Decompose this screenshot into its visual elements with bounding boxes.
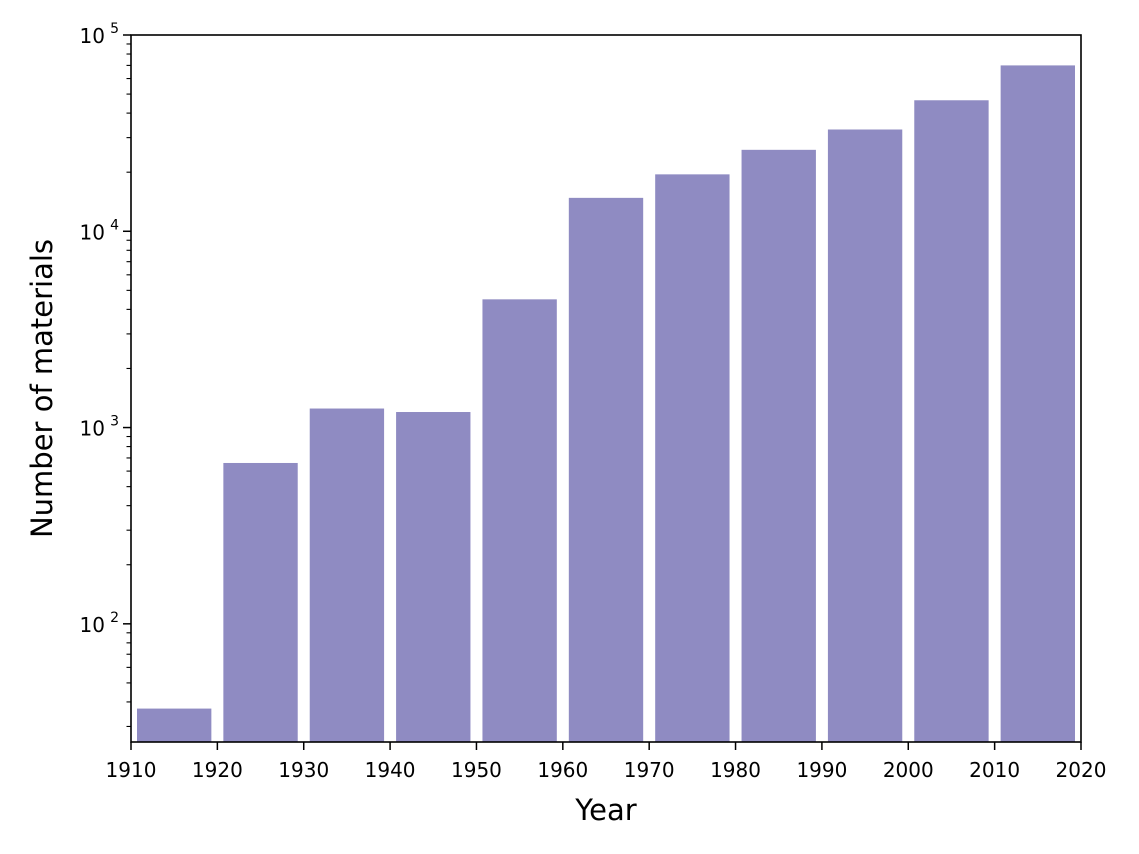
bar-1980s — [741, 149, 816, 742]
bar-1930s — [309, 408, 385, 742]
y-tick-exponent: 4 — [110, 217, 119, 233]
x-tick-label: 1960 — [537, 758, 588, 782]
x-tick-label: 1930 — [278, 758, 329, 782]
bar-1960s — [568, 197, 644, 743]
y-major-ticks: 10 2 10 3 10 4 10 5 — [80, 21, 131, 637]
bar-1950s — [482, 299, 557, 742]
x-tick-label: 1920 — [192, 758, 243, 782]
x-tick-label: 1990 — [796, 758, 847, 782]
x-tick-label: 1950 — [451, 758, 502, 782]
bars-group — [137, 65, 1075, 743]
y-tick-label: 10 — [80, 220, 105, 244]
bar-1910s — [137, 708, 212, 742]
x-tick-label: 1970 — [624, 758, 675, 782]
bar-1970s — [655, 174, 730, 743]
plot-frame — [130, 34, 1082, 743]
x-ticks: 1910 1920 1930 1940 1950 1960 1970 1980 1990 2000… — [106, 742, 1107, 782]
y-tick-exponent: 5 — [110, 21, 119, 37]
x-tick-label: 2020 — [1056, 758, 1107, 782]
bar-2000s — [914, 100, 989, 742]
y-tick-exponent: 3 — [110, 414, 119, 430]
y-axis-label: Number of materials — [25, 239, 59, 538]
x-tick-label: 1980 — [710, 758, 761, 782]
x-tick-label: 1940 — [365, 758, 416, 782]
bar-1920s — [223, 462, 298, 742]
x-tick-label: 2000 — [883, 758, 934, 782]
x-tick-label: 1910 — [106, 758, 157, 782]
y-tick-label: 10 — [80, 613, 105, 637]
bar-2010s — [1000, 65, 1075, 742]
x-axis-label: Year — [574, 793, 636, 827]
bar-1940s — [396, 412, 471, 742]
y-tick-exponent: 2 — [110, 610, 119, 626]
y-tick-label: 10 — [80, 24, 105, 48]
x-tick-label: 2010 — [969, 758, 1020, 782]
bar-1990s — [827, 129, 903, 742]
y-tick-label: 10 — [80, 417, 105, 441]
